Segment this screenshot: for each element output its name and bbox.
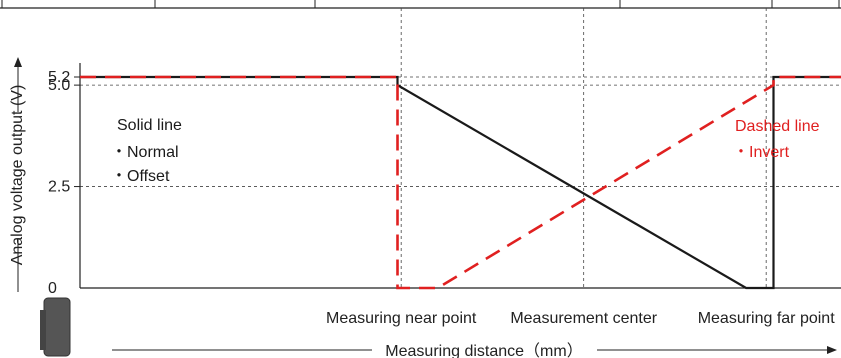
- x-axis-label: Measuring distance（mm）: [385, 342, 582, 358]
- y-tick-label-1: 2.5: [48, 179, 70, 196]
- y-tick-label-2: 5.0: [48, 77, 70, 94]
- grid-lines: [80, 8, 841, 288]
- x-tick-label-1: Measurement center: [510, 310, 657, 327]
- sensor-icon: [40, 297, 71, 357]
- x-tick-labels: Measuring near point Measurement center Me…: [326, 310, 835, 327]
- dashed-line-annotation: Dashed line ・Invert: [733, 118, 820, 161]
- solid-line-annotation: Solid line ・Normal ・Offset: [111, 117, 182, 185]
- series-line-dashed: [80, 75, 841, 290]
- y-tick-labels: 0 2.5 5.05.2: [48, 69, 80, 297]
- top-table-border: [0, 0, 841, 9]
- solid-line-item-offset: ・Offset: [111, 168, 170, 185]
- axes: [79, 63, 841, 289]
- x-axis-label-group: Measuring distance（mm）: [112, 342, 837, 358]
- series-line-solid: [80, 75, 841, 290]
- y-tick-label-0: 0: [48, 280, 57, 297]
- series-group: [80, 75, 841, 290]
- dashed-line-title: Dashed line: [735, 118, 820, 135]
- solid-line-title: Solid line: [117, 117, 182, 134]
- solid-line-item-normal: ・Normal: [111, 144, 179, 161]
- y-axis-label-group: Analog voltage output (V): [9, 57, 26, 292]
- dashed-line-item-invert: ・Invert: [733, 144, 790, 161]
- x-tick-label-0: Measuring near point: [326, 310, 477, 327]
- y-axis-label: Analog voltage output (V): [9, 85, 26, 266]
- y-tick-label-3: 5.2: [48, 69, 70, 86]
- x-tick-label-2: Measuring far point: [698, 310, 836, 327]
